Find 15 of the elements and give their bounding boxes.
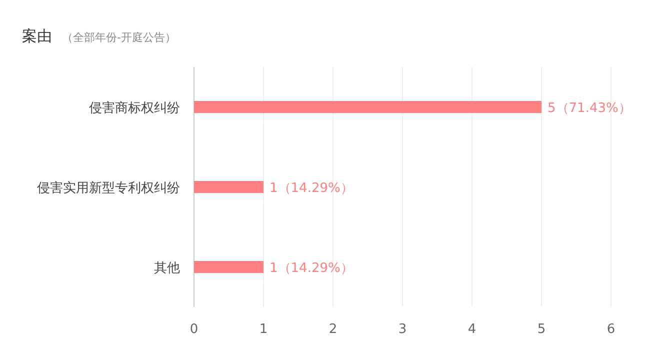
data-label: 1（14.29%） [270,181,354,196]
x-tick-label: 6 [606,322,616,337]
x-tick-label: 3 [398,322,407,337]
data-label: 5（71.43%） [548,101,632,116]
chart-subtitle: （全部年份-开庭公告） [62,31,176,44]
x-tick-label: 4 [468,322,476,337]
x-tick-label: 5 [537,322,546,337]
text: 案由 [22,27,52,45]
y-tick-label: 侵害实用新型专利权纠纷 [37,180,180,196]
y-tick-label: 侵害商标权纠纷 [89,100,180,116]
x-tick-label: 2 [328,322,338,337]
y-tick-label: 其他 [154,261,180,276]
x-tick-label: 0 [190,322,198,337]
data-label: 1（14.29%） [270,261,354,276]
x-tick-label: 1 [259,322,268,337]
